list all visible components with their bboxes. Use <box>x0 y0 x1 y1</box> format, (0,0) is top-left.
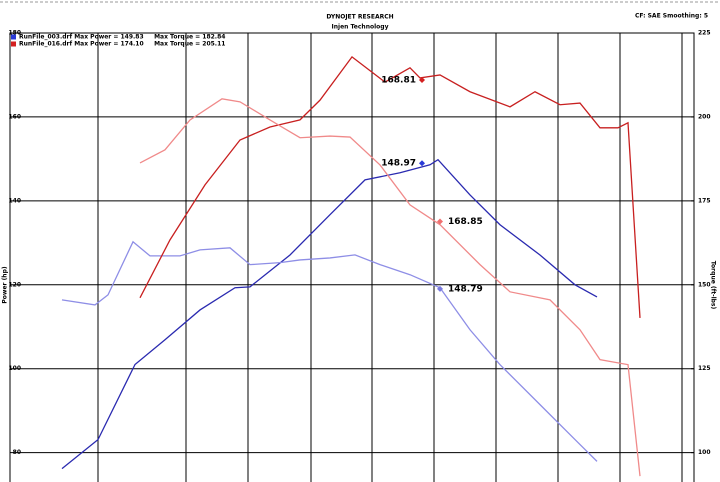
annotation-marker <box>437 218 443 225</box>
annotation-marker <box>419 76 425 83</box>
annotation-marker <box>419 160 425 167</box>
series-line <box>61 158 598 470</box>
y2-tick-label: 200 <box>698 113 711 120</box>
corner-note: CF: SAE Smoothing: 5 <box>635 13 708 20</box>
legend-label: RunFile_016.drf Max Power = 174.10 Max T… <box>19 41 225 48</box>
y-tick-label: 100 <box>8 365 21 372</box>
y-tick-label: 140 <box>8 197 21 204</box>
y2-tick-label: 125 <box>698 365 711 372</box>
y2-tick-label: 175 <box>698 197 711 204</box>
series-line <box>61 240 598 462</box>
chart-title: DYNOJET RESEARCH <box>326 14 393 21</box>
y2-tick-label: 100 <box>698 449 711 456</box>
annotation-label: 148.79 <box>448 284 483 294</box>
y-tick-label: 180 <box>8 30 21 37</box>
y2-axis-label: Torque (ft-lbs) <box>710 261 717 310</box>
chart-subtitle: Injen Technology <box>332 24 389 31</box>
annotation-label: 148.97 <box>381 159 416 169</box>
annotation-label: 168.85 <box>448 217 483 227</box>
y2-tick-label: 225 <box>698 30 711 37</box>
plot-frame <box>9 32 695 482</box>
legend-label: RunFile_003.drf Max Power = 149.83 Max T… <box>19 34 225 41</box>
y-tick-label: 80 <box>13 449 21 456</box>
legend-swatch <box>11 34 16 40</box>
y2-tick-label: 150 <box>698 281 711 288</box>
y-axis-label: Power (hp) <box>2 266 9 303</box>
annotation-label: 168.81 <box>381 75 416 85</box>
series-line <box>139 56 641 318</box>
legend-swatch <box>11 41 16 47</box>
annotation-marker <box>437 285 443 292</box>
series-line <box>139 98 641 477</box>
y-tick-label: 160 <box>8 113 21 120</box>
y-tick-label: 120 <box>8 281 21 288</box>
